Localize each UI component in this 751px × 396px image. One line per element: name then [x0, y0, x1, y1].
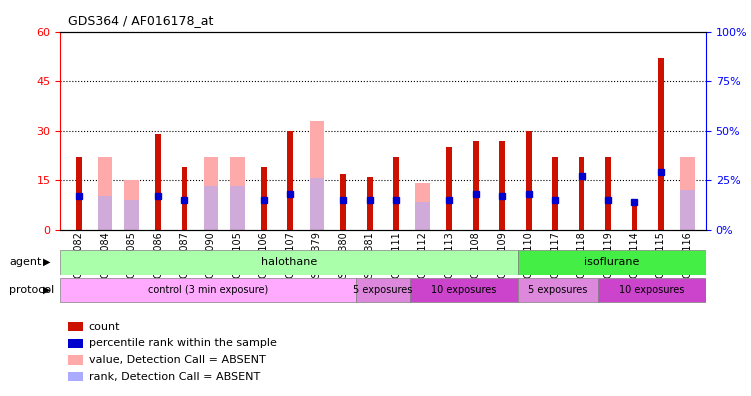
Bar [98, 157, 113, 230]
Bar [60, 278, 356, 303]
Bar [98, 196, 113, 230]
Bar [680, 190, 695, 230]
Bar [552, 157, 558, 230]
Bar [204, 186, 219, 230]
Bar [446, 147, 452, 230]
Text: GDS364 / AF016178_at: GDS364 / AF016178_at [68, 14, 213, 27]
Text: 10 exposures: 10 exposures [431, 285, 496, 295]
Text: 5 exposures: 5 exposures [528, 285, 587, 295]
Text: agent: agent [9, 257, 41, 267]
Bar [124, 200, 139, 230]
Bar [658, 58, 664, 230]
Bar [204, 157, 219, 230]
Bar [599, 278, 706, 303]
Bar [605, 157, 611, 230]
Bar [68, 355, 83, 365]
Text: control (3 min exposure): control (3 min exposure) [148, 285, 268, 295]
Bar [356, 278, 410, 303]
Bar [124, 180, 139, 230]
Bar [499, 141, 505, 230]
Text: ▶: ▶ [43, 257, 50, 267]
Text: 10 exposures: 10 exposures [620, 285, 685, 295]
Bar [309, 178, 324, 230]
Text: 5 exposures: 5 exposures [353, 285, 413, 295]
Bar [230, 157, 245, 230]
Bar [60, 250, 517, 275]
Text: protocol: protocol [9, 285, 54, 295]
Bar [472, 141, 478, 230]
Bar [632, 203, 638, 230]
Bar [415, 183, 430, 230]
Bar [261, 167, 267, 230]
Bar [680, 157, 695, 230]
Bar [76, 157, 82, 230]
Bar [68, 372, 83, 381]
Bar [410, 278, 517, 303]
Text: halothane: halothane [261, 257, 317, 267]
Bar [517, 278, 599, 303]
Bar [394, 157, 400, 230]
Bar [578, 157, 584, 230]
Text: isoflurane: isoflurane [584, 257, 639, 267]
Bar [517, 250, 706, 275]
Text: ▶: ▶ [43, 285, 50, 295]
Bar [288, 131, 294, 230]
Bar [155, 134, 161, 230]
Text: count: count [89, 322, 120, 332]
Bar [526, 131, 532, 230]
Text: percentile rank within the sample: percentile rank within the sample [89, 338, 276, 348]
Text: value, Detection Call = ABSENT: value, Detection Call = ABSENT [89, 355, 265, 365]
Bar [68, 339, 83, 348]
Text: rank, Detection Call = ABSENT: rank, Detection Call = ABSENT [89, 371, 260, 382]
Bar [340, 173, 346, 230]
Bar [68, 322, 83, 331]
Bar [366, 177, 372, 230]
Bar [415, 202, 430, 230]
Bar [309, 121, 324, 230]
Bar [182, 167, 188, 230]
Bar [230, 186, 245, 230]
